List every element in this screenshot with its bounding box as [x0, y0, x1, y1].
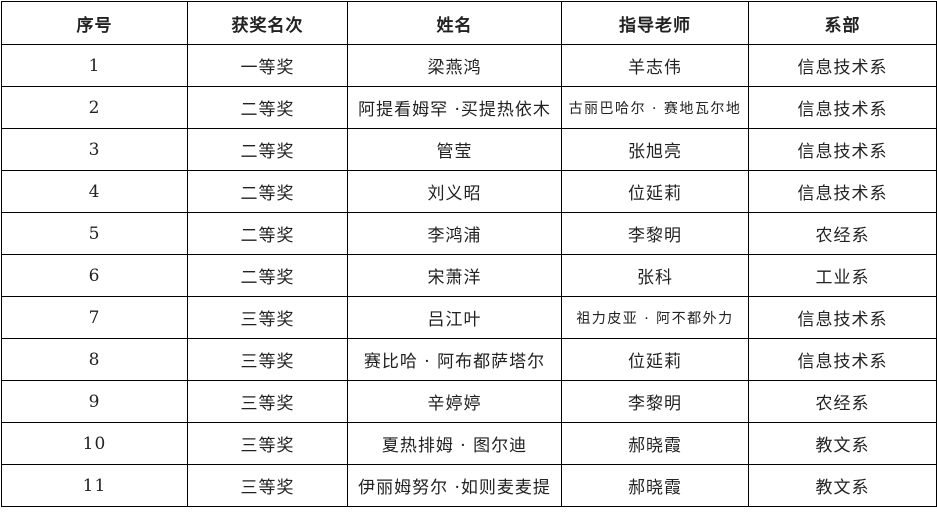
cell-dept: 农经系: [748, 380, 937, 423]
cell-rank: 一等奖: [187, 44, 348, 87]
table-row: 7 三等奖 吕江叶 祖力皮亚 · 阿不都外力 信息技术系: [1, 296, 937, 339]
cell-name: 宋萧洋: [347, 254, 562, 297]
cell-rank: 三等奖: [187, 296, 348, 339]
cell-rank: 二等奖: [187, 86, 348, 129]
cell-teacher: 位延莉: [561, 338, 749, 381]
header-row: 序号 获奖名次 姓名 指导老师 系部: [1, 1, 937, 45]
cell-teacher: 郝晓霞: [561, 464, 749, 507]
table-row: 2 二等奖 阿提看姆罕 ·买提热依木 古丽巴哈尔 · 赛地瓦尔地 信息技术系: [1, 86, 937, 129]
cell-teacher: 古丽巴哈尔 · 赛地瓦尔地: [561, 86, 749, 129]
cell-dept: 信息技术系: [748, 44, 937, 87]
cell-teacher: 位延莉: [561, 170, 749, 213]
table-row: 8 三等奖 赛比哈 · 阿布都萨塔尔 位延莉 信息技术系: [1, 338, 937, 381]
cell-dept: 信息技术系: [748, 296, 937, 339]
cell-no: 2: [1, 86, 188, 129]
cell-rank: 三等奖: [187, 338, 348, 381]
cell-dept: 信息技术系: [748, 128, 937, 171]
cell-no: 11: [1, 464, 188, 507]
cell-dept: 信息技术系: [748, 338, 937, 381]
cell-teacher: 张旭亮: [561, 128, 749, 171]
table-row: 11 三等奖 伊丽姆努尔 ·如则麦麦提 郝晓霞 教文系: [1, 464, 937, 507]
cell-name: 伊丽姆努尔 ·如则麦麦提: [347, 464, 562, 507]
cell-rank: 三等奖: [187, 380, 348, 423]
cell-teacher: 祖力皮亚 · 阿不都外力: [561, 296, 749, 339]
cell-name: 赛比哈 · 阿布都萨塔尔: [347, 338, 562, 381]
cell-dept: 农经系: [748, 212, 937, 255]
cell-rank: 三等奖: [187, 422, 348, 465]
cell-teacher: 李黎明: [561, 212, 749, 255]
cell-dept: 工业系: [748, 254, 937, 297]
cell-teacher: 张科: [561, 254, 749, 297]
cell-rank: 三等奖: [187, 464, 348, 507]
table-row: 1 一等奖 梁燕鸿 羊志伟 信息技术系: [1, 44, 937, 87]
cell-no: 6: [1, 254, 188, 297]
cell-no: 1: [1, 44, 188, 87]
cell-no: 4: [1, 170, 188, 213]
cell-name: 吕江叶: [347, 296, 562, 339]
cell-no: 7: [1, 296, 188, 339]
table-row: 3 二等奖 管莹 张旭亮 信息技术系: [1, 128, 937, 171]
cell-rank: 二等奖: [187, 128, 348, 171]
cell-dept: 信息技术系: [748, 86, 937, 129]
cell-name: 管莹: [347, 128, 562, 171]
cell-name: 刘义昭: [347, 170, 562, 213]
header-dept: 系部: [748, 1, 937, 45]
cell-dept: 信息技术系: [748, 170, 937, 213]
cell-dept: 教文系: [748, 422, 937, 465]
cell-no: 3: [1, 128, 188, 171]
table-row: 6 二等奖 宋萧洋 张科 工业系: [1, 254, 937, 297]
table-row: 9 三等奖 辛婷婷 李黎明 农经系: [1, 380, 937, 423]
cell-teacher: 李黎明: [561, 380, 749, 423]
header-no: 序号: [1, 1, 188, 45]
cell-no: 10: [1, 422, 188, 465]
table-row: 4 二等奖 刘义昭 位延莉 信息技术系: [1, 170, 937, 213]
header-rank: 获奖名次: [187, 1, 348, 45]
cell-teacher: 郝晓霞: [561, 422, 749, 465]
cell-rank: 二等奖: [187, 254, 348, 297]
header-teacher: 指导老师: [561, 1, 749, 45]
cell-name: 梁燕鸿: [347, 44, 562, 87]
cell-name: 辛婷婷: [347, 380, 562, 423]
header-name: 姓名: [347, 1, 562, 45]
table-row: 5 二等奖 李鸿浦 李黎明 农经系: [1, 212, 937, 255]
table-row: 10 三等奖 夏热排姆 · 图尔迪 郝晓霞 教文系: [1, 422, 937, 465]
cell-no: 9: [1, 380, 188, 423]
cell-dept: 教文系: [748, 464, 937, 507]
cell-no: 8: [1, 338, 188, 381]
cell-name: 阿提看姆罕 ·买提热依木: [347, 86, 562, 129]
cell-no: 5: [1, 212, 188, 255]
cell-teacher: 羊志伟: [561, 44, 749, 87]
cell-name: 李鸿浦: [347, 212, 562, 255]
cell-rank: 二等奖: [187, 170, 348, 213]
cell-rank: 二等奖: [187, 212, 348, 255]
cell-name: 夏热排姆 · 图尔迪: [347, 422, 562, 465]
